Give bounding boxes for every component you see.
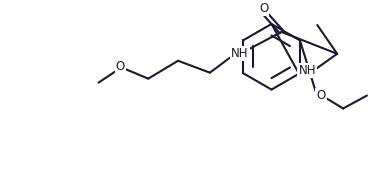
Text: NH: NH [231,47,248,60]
Text: O: O [317,89,326,102]
Text: O: O [259,1,268,15]
Text: NH: NH [298,64,316,77]
Text: O: O [116,60,125,73]
